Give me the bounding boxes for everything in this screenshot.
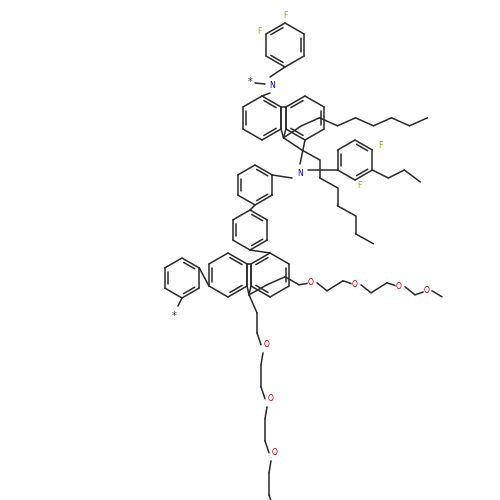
Text: F: F <box>257 28 261 36</box>
Text: O: O <box>268 394 274 404</box>
Text: O: O <box>352 280 358 289</box>
Text: *: * <box>248 77 252 87</box>
Text: O: O <box>272 448 278 458</box>
Text: N: N <box>297 168 303 177</box>
Text: O: O <box>424 286 430 296</box>
Text: F: F <box>378 142 382 150</box>
Text: O: O <box>264 340 270 349</box>
Text: *: * <box>172 311 176 321</box>
Text: N: N <box>269 80 275 90</box>
Text: F: F <box>283 10 287 20</box>
Text: F: F <box>357 182 361 190</box>
Text: O: O <box>308 278 314 287</box>
Text: O: O <box>396 282 402 292</box>
